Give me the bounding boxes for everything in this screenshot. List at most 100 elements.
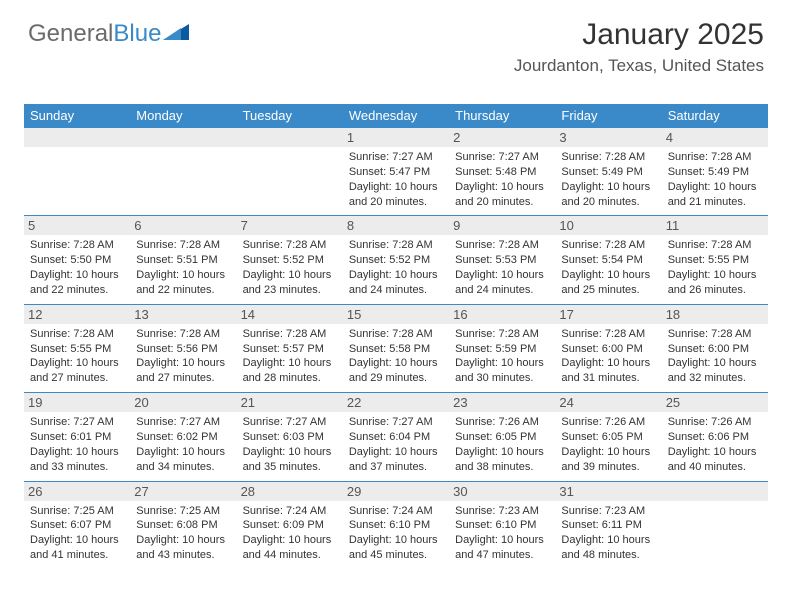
date-number: 27 — [130, 482, 236, 501]
date-number: 12 — [24, 305, 130, 324]
day-info: Sunrise: 7:28 AMSunset: 5:52 PMDaylight:… — [241, 238, 339, 297]
date-number: 2 — [449, 128, 555, 147]
day-info: Sunrise: 7:28 AMSunset: 5:49 PMDaylight:… — [559, 150, 657, 209]
day-info: Sunrise: 7:28 AMSunset: 6:00 PMDaylight:… — [559, 327, 657, 386]
day-cell: 3 Sunrise: 7:28 AMSunset: 5:49 PMDaylight… — [555, 128, 661, 215]
date-number: 1 — [343, 128, 449, 147]
day-header-cell: Thursday — [449, 104, 555, 127]
day-info: Sunrise: 7:27 AMSunset: 5:48 PMDaylight:… — [453, 150, 551, 209]
date-number: 17 — [555, 305, 661, 324]
day-info: Sunrise: 7:26 AMSunset: 6:05 PMDaylight:… — [559, 415, 657, 474]
week-row: 19 Sunrise: 7:27 AMSunset: 6:01 PMDayligh… — [24, 392, 768, 480]
day-header-cell: Friday — [555, 104, 661, 127]
day-info: Sunrise: 7:25 AMSunset: 6:07 PMDaylight:… — [28, 504, 126, 563]
day-cell: 7 Sunrise: 7:28 AMSunset: 5:52 PMDaylight… — [237, 216, 343, 303]
day-cell: 4 Sunrise: 7:28 AMSunset: 5:49 PMDaylight… — [662, 128, 768, 215]
logo-text-blue: Blue — [113, 20, 161, 47]
day-header-cell: Monday — [130, 104, 236, 127]
date-number: 19 — [24, 393, 130, 412]
day-info: Sunrise: 7:28 AMSunset: 5:53 PMDaylight:… — [453, 238, 551, 297]
day-cell: 21 Sunrise: 7:27 AMSunset: 6:03 PMDayligh… — [237, 393, 343, 480]
day-info: Sunrise: 7:27 AMSunset: 6:02 PMDaylight:… — [134, 415, 232, 474]
day-info: Sunrise: 7:24 AMSunset: 6:10 PMDaylight:… — [347, 504, 445, 563]
day-cell: 11Sunrise: 7:28 AMSunset: 5:55 PMDayligh… — [662, 216, 768, 303]
day-header-cell: Saturday — [662, 104, 768, 127]
week-row: 26Sunrise: 7:25 AMSunset: 6:07 PMDayligh… — [24, 481, 768, 569]
month-title: January 2025 — [514, 18, 764, 52]
date-number: 22 — [343, 393, 449, 412]
day-cell: 18Sunrise: 7:28 AMSunset: 6:00 PMDayligh… — [662, 305, 768, 392]
day-cell: 24 Sunrise: 7:26 AMSunset: 6:05 PMDayligh… — [555, 393, 661, 480]
date-number: 3 — [555, 128, 661, 147]
date-number: 4 — [662, 128, 768, 147]
date-number: 20 — [130, 393, 236, 412]
day-cell: 23 Sunrise: 7:26 AMSunset: 6:05 PMDayligh… — [449, 393, 555, 480]
day-cell: 26Sunrise: 7:25 AMSunset: 6:07 PMDayligh… — [24, 482, 130, 569]
day-cell: 2 Sunrise: 7:27 AMSunset: 5:48 PMDaylight… — [449, 128, 555, 215]
date-number: 23 — [449, 393, 555, 412]
date-number: 18 — [662, 305, 768, 324]
day-info: Sunrise: 7:28 AMSunset: 5:56 PMDaylight:… — [134, 327, 232, 386]
day-cell — [130, 128, 236, 215]
day-info: Sunrise: 7:26 AMSunset: 6:06 PMDaylight:… — [666, 415, 764, 474]
header-right: January 2025 Jourdanton, Texas, United S… — [514, 18, 764, 76]
date-number: 13 — [130, 305, 236, 324]
date-number: 16 — [449, 305, 555, 324]
day-info: Sunrise: 7:28 AMSunset: 5:58 PMDaylight:… — [347, 327, 445, 386]
day-cell: 14 Sunrise: 7:28 AMSunset: 5:57 PMDayligh… — [237, 305, 343, 392]
day-header-cell: Tuesday — [237, 104, 343, 127]
logo-text-general: General — [28, 20, 113, 47]
day-cell — [237, 128, 343, 215]
date-number: 24 — [555, 393, 661, 412]
date-number: 30 — [449, 482, 555, 501]
date-number: 9 — [449, 216, 555, 235]
day-cell: 1 Sunrise: 7:27 AMSunset: 5:47 PMDaylight… — [343, 128, 449, 215]
day-cell: 25 Sunrise: 7:26 AMSunset: 6:06 PMDayligh… — [662, 393, 768, 480]
day-info: Sunrise: 7:25 AMSunset: 6:08 PMDaylight:… — [134, 504, 232, 563]
day-info: Sunrise: 7:28 AMSunset: 5:52 PMDaylight:… — [347, 238, 445, 297]
date-number: 25 — [662, 393, 768, 412]
day-info: Sunrise: 7:28 AMSunset: 5:54 PMDaylight:… — [559, 238, 657, 297]
calendar: SundayMondayTuesdayWednesdayThursdayFrid… — [24, 104, 768, 569]
day-cell: 19 Sunrise: 7:27 AMSunset: 6:01 PMDayligh… — [24, 393, 130, 480]
date-number: 14 — [237, 305, 343, 324]
day-info: Sunrise: 7:26 AMSunset: 6:05 PMDaylight:… — [453, 415, 551, 474]
date-number: 31 — [555, 482, 661, 501]
day-info: Sunrise: 7:23 AMSunset: 6:11 PMDaylight:… — [559, 504, 657, 563]
day-info: Sunrise: 7:28 AMSunset: 5:55 PMDaylight:… — [28, 327, 126, 386]
date-number: 28 — [237, 482, 343, 501]
day-info: Sunrise: 7:28 AMSunset: 5:59 PMDaylight:… — [453, 327, 551, 386]
day-info: Sunrise: 7:27 AMSunset: 6:04 PMDaylight:… — [347, 415, 445, 474]
day-cell: 10Sunrise: 7:28 AMSunset: 5:54 PMDayligh… — [555, 216, 661, 303]
date-number: 11 — [662, 216, 768, 235]
location: Jourdanton, Texas, United States — [514, 56, 764, 76]
day-info: Sunrise: 7:28 AMSunset: 5:51 PMDaylight:… — [134, 238, 232, 297]
day-info: Sunrise: 7:28 AMSunset: 5:49 PMDaylight:… — [666, 150, 764, 209]
logo: GeneralBlue — [28, 20, 189, 48]
date-number: 15 — [343, 305, 449, 324]
day-cell — [662, 482, 768, 569]
day-info: Sunrise: 7:28 AMSunset: 5:57 PMDaylight:… — [241, 327, 339, 386]
day-header-cell: Wednesday — [343, 104, 449, 127]
date-number — [662, 482, 768, 501]
day-cell: 28Sunrise: 7:24 AMSunset: 6:09 PMDayligh… — [237, 482, 343, 569]
day-cell: 29Sunrise: 7:24 AMSunset: 6:10 PMDayligh… — [343, 482, 449, 569]
day-cell: 5Sunrise: 7:28 AMSunset: 5:50 PMDaylight… — [24, 216, 130, 303]
week-row: 12 Sunrise: 7:28 AMSunset: 5:55 PMDayligh… — [24, 304, 768, 392]
date-number: 21 — [237, 393, 343, 412]
week-row: 1 Sunrise: 7:27 AMSunset: 5:47 PMDaylight… — [24, 127, 768, 215]
day-info: Sunrise: 7:27 AMSunset: 6:01 PMDaylight:… — [28, 415, 126, 474]
date-number: 7 — [237, 216, 343, 235]
day-cell: 8Sunrise: 7:28 AMSunset: 5:52 PMDaylight… — [343, 216, 449, 303]
day-info: Sunrise: 7:27 AMSunset: 6:03 PMDaylight:… — [241, 415, 339, 474]
day-info: Sunrise: 7:28 AMSunset: 5:50 PMDaylight:… — [28, 238, 126, 297]
day-info: Sunrise: 7:23 AMSunset: 6:10 PMDaylight:… — [453, 504, 551, 563]
day-header-row: SundayMondayTuesdayWednesdayThursdayFrid… — [24, 104, 768, 127]
week-row: 5Sunrise: 7:28 AMSunset: 5:50 PMDaylight… — [24, 215, 768, 303]
day-cell: 20 Sunrise: 7:27 AMSunset: 6:02 PMDayligh… — [130, 393, 236, 480]
date-number: 6 — [130, 216, 236, 235]
day-info: Sunrise: 7:27 AMSunset: 5:47 PMDaylight:… — [347, 150, 445, 209]
day-cell: 15 Sunrise: 7:28 AMSunset: 5:58 PMDayligh… — [343, 305, 449, 392]
day-cell: 31 Sunrise: 7:23 AMSunset: 6:11 PMDayligh… — [555, 482, 661, 569]
date-number — [24, 128, 130, 147]
